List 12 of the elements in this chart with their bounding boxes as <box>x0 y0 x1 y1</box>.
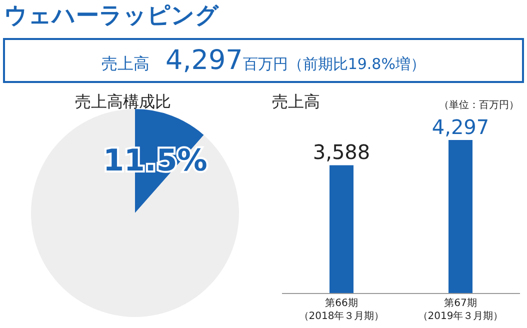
text: 売上高 <box>102 53 150 75</box>
text: 百万円（前期比19.8%増） <box>242 54 426 75</box>
chart-title: 売上高構成比 <box>75 92 171 113</box>
pie-slice <box>31 109 239 317</box>
x-tick-label: 第67期（2019年３月期） <box>416 297 504 323</box>
data-label: 3,588 <box>312 140 370 164</box>
x-tick-label: 第66期（2018年３月期） <box>298 297 386 323</box>
text: ウェハーラッピング <box>4 2 219 31</box>
chart-title: 売上高 <box>272 92 320 113</box>
data-label: 4,297 <box>432 115 490 139</box>
text: 4,297 <box>166 44 243 78</box>
text: （単位：百万円） <box>439 99 519 112</box>
